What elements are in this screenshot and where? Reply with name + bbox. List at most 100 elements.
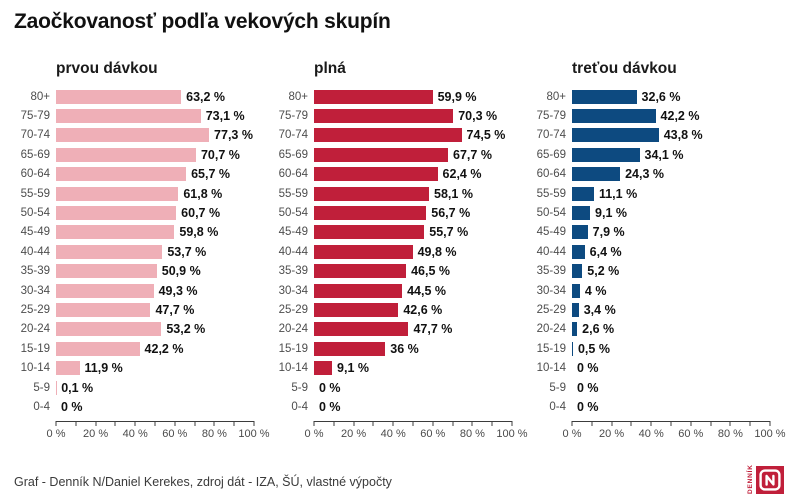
bar-track: 0,1 %: [56, 381, 254, 395]
age-group-label: 60-64: [524, 168, 566, 180]
value-label: 42,6 %: [403, 303, 442, 317]
bar: [56, 303, 150, 317]
value-label: 55,7 %: [429, 225, 468, 239]
bar: [314, 264, 406, 278]
axis-tick: [413, 421, 414, 426]
bar-track: 34,1 %: [572, 148, 770, 162]
bar: [56, 148, 196, 162]
value-label: 59,8 %: [179, 225, 218, 239]
bar: [572, 225, 588, 239]
bar: [314, 109, 453, 123]
age-group-label: 25-29: [8, 304, 50, 316]
value-label: 62,4 %: [443, 167, 482, 181]
axis-tick: [333, 421, 334, 426]
age-group-label: 70-74: [8, 129, 50, 141]
bar: [56, 284, 154, 298]
bar: [314, 303, 398, 317]
axis-tick: [75, 421, 76, 426]
axis-tick: [710, 421, 711, 426]
bar-track: 60,7 %: [56, 206, 254, 220]
value-label: 70,7 %: [201, 148, 240, 162]
value-label: 24,3 %: [625, 167, 664, 181]
age-group-label: 10-14: [8, 362, 50, 374]
value-label: 0 %: [577, 361, 599, 375]
axis-tick-label: 100 %: [238, 428, 269, 440]
bar: [572, 245, 585, 259]
age-group-label: 20-24: [266, 323, 308, 335]
bar: [572, 148, 640, 162]
axis-tick-label: 20 %: [599, 428, 624, 440]
age-group-label: 30-34: [8, 285, 50, 297]
bar-track: 0 %: [56, 400, 254, 414]
value-label: 53,2 %: [166, 322, 205, 336]
bar-row: 30-34 49,3 %: [8, 281, 266, 300]
age-group-label: 35-39: [266, 265, 308, 277]
axis-tick: [631, 421, 632, 426]
age-group-label: 25-29: [524, 304, 566, 316]
bar-track: 7,9 %: [572, 225, 770, 239]
bar: [56, 90, 181, 104]
age-group-label: 15-19: [524, 343, 566, 355]
axis-tick: [135, 421, 136, 426]
value-label: 0 %: [577, 400, 599, 414]
panel-title-first-dose: prvou dávkou: [56, 60, 266, 78]
value-label: 56,7 %: [431, 206, 470, 220]
bar-track: 77,3 %: [56, 128, 254, 142]
bar: [56, 361, 80, 375]
value-label: 46,5 %: [411, 264, 450, 278]
bar-track: 42,2 %: [572, 109, 770, 123]
axis-tick: [492, 421, 493, 426]
axis-tick: [174, 421, 175, 426]
bar-track: 62,4 %: [314, 167, 512, 181]
age-group-label: 45-49: [266, 226, 308, 238]
age-group-label: 20-24: [524, 323, 566, 335]
bar: [572, 187, 594, 201]
axis-tick-label: 60 %: [678, 428, 703, 440]
bar: [56, 264, 157, 278]
bar-track: 9,1 %: [572, 206, 770, 220]
axis-tick-label: 40 %: [381, 428, 406, 440]
panel-title-third-dose: treťou dávkou: [572, 60, 782, 78]
bar: [314, 128, 462, 142]
age-group-label: 5-9: [524, 382, 566, 394]
bar-track: 56,7 %: [314, 206, 512, 220]
value-label: 3,4 %: [584, 303, 616, 317]
axis-tick-label: 20 %: [341, 428, 366, 440]
bar-track: 63,2 %: [56, 90, 254, 104]
bar: [314, 187, 429, 201]
value-label: 4 %: [585, 284, 607, 298]
bar: [314, 361, 332, 375]
bar: [572, 284, 580, 298]
axis-tick: [95, 421, 96, 426]
bar: [572, 206, 590, 220]
axis-tick: [750, 421, 751, 426]
bar-track: 2,6 %: [572, 322, 770, 336]
bar: [56, 225, 174, 239]
bar-track: 46,5 %: [314, 264, 512, 278]
value-label: 42,2 %: [661, 109, 700, 123]
age-group-label: 30-34: [266, 285, 308, 297]
axis-tick: [572, 421, 573, 426]
age-group-label: 5-9: [266, 382, 308, 394]
bar-track: 3,4 %: [572, 303, 770, 317]
value-label: 36 %: [390, 342, 419, 356]
bar: [56, 187, 178, 201]
axis-tick: [472, 421, 473, 426]
bar-track: 24,3 %: [572, 167, 770, 181]
bar: [314, 245, 413, 259]
bar: [314, 148, 448, 162]
value-label: 49,3 %: [159, 284, 198, 298]
axis-tick: [254, 421, 255, 426]
